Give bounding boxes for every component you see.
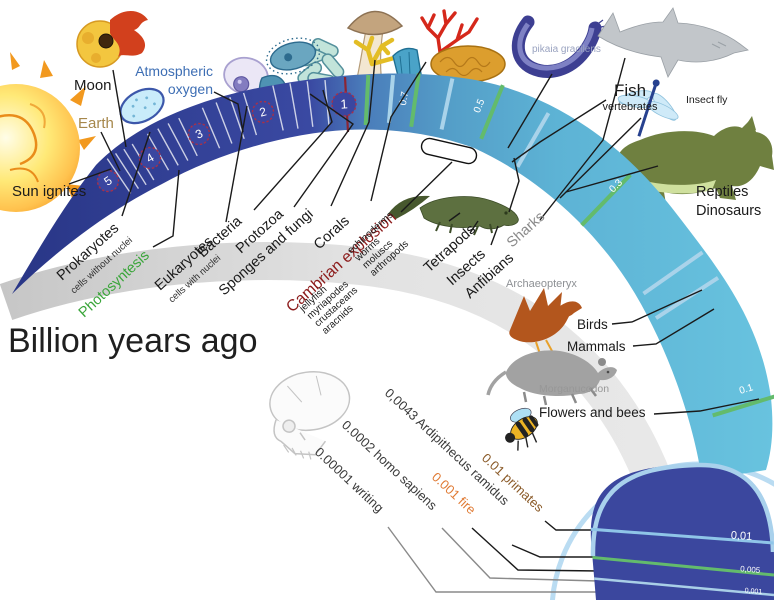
brain-coral-icon [430, 45, 506, 83]
label-moon: Moon [74, 77, 112, 94]
label-flowers-bees: Flowers and bees [539, 405, 646, 420]
label-atmospheric-2: oxygen [168, 81, 213, 97]
lightblue-stripes [386, 74, 720, 320]
sun-icon [0, 52, 96, 212]
inset-tick-0-005: 0,005 [740, 564, 761, 575]
label-fish: Fish [614, 81, 646, 100]
dragonfly-icon [617, 79, 679, 137]
archaeopteryx-icon [509, 288, 582, 361]
green-stripes [363, 72, 774, 418]
label-sun-ignites: Sun ignites [12, 183, 86, 200]
label-reptiles: Reptiles [696, 184, 748, 200]
protocell-icon [119, 87, 165, 125]
marker-0-1: 0.1 [738, 382, 755, 397]
label-dinosaurs: Dinosaurs [696, 203, 761, 219]
label-earth: Earth [78, 115, 114, 132]
billion-markers: 5 4 3 2 1 [96, 91, 357, 193]
inset-tick-0-001: 0,001 [744, 587, 762, 596]
label-insect-fly: Insect fly [686, 94, 728, 106]
label-birds: Birds [577, 317, 608, 332]
marker-2: 2 [258, 104, 268, 119]
yellow-fungus-icon [353, 35, 397, 67]
zoom-inset: 0,01 0,005 0,001 [590, 462, 774, 600]
label-archaeopteryx: Archaeopteryx [506, 278, 577, 290]
marker-0-7: 0.7 [398, 90, 411, 106]
inset-dome [590, 463, 774, 600]
cambrian-bracket [420, 137, 478, 165]
bee-icon [505, 407, 539, 451]
inset-tick-0-01: 0,01 [730, 530, 752, 543]
moon-icon [76, 10, 148, 68]
label-pikaia: pikaia gracilens [532, 44, 601, 55]
tetrapod-icon [388, 195, 519, 236]
morganucodon-icon [486, 350, 617, 406]
gray-callout-lines [387, 526, 600, 593]
label-fish-sub: vertebrates [602, 101, 658, 113]
decimal-markers: 0.7 0.5 0.3 0.1 [398, 90, 755, 397]
label-atmospheric-1: Atmospheric [135, 63, 213, 79]
background-swoosh [0, 242, 685, 525]
marker-0-5: 0.5 [472, 97, 488, 114]
skull-icon [269, 371, 351, 460]
label-mammals: Mammals [567, 339, 626, 354]
inset-stripes [590, 527, 774, 597]
page-title: Billion years ago [8, 322, 257, 360]
callout-lines [68, 57, 760, 572]
label-morganucodon: Morganucodon [539, 383, 609, 395]
red-coral-icon [420, 9, 479, 54]
shark-icon [597, 7, 749, 78]
inset-rim [590, 462, 774, 557]
marker-1: 1 [340, 96, 348, 111]
